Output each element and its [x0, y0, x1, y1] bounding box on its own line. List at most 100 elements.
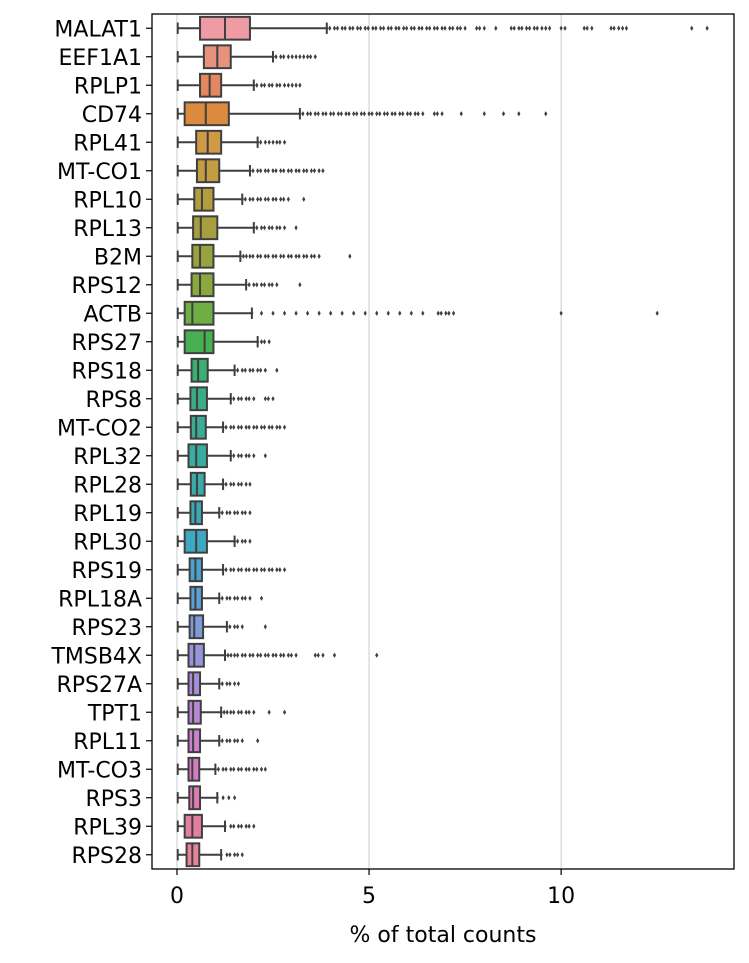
outlier-point [232, 738, 237, 744]
outlier-point [401, 111, 405, 117]
outlier-point [252, 567, 256, 573]
outlier-point [305, 310, 310, 316]
outlier-point [282, 424, 287, 430]
outlier-point [321, 652, 325, 658]
outlier-point [378, 111, 382, 117]
box-body [189, 386, 208, 412]
outlier-point [259, 253, 263, 259]
outlier-point [259, 595, 264, 601]
outlier-point [378, 25, 383, 31]
outlier-point [402, 25, 406, 31]
outlier-point [381, 25, 386, 31]
outlier-point [223, 823, 227, 829]
outlier-point [232, 823, 236, 829]
category-label: MT-CO3 [57, 758, 142, 783]
outlier-point [232, 481, 236, 487]
box-rpl19 [176, 500, 252, 526]
outlier-point [501, 111, 506, 117]
outlier-point [316, 652, 320, 658]
outlier-point [282, 225, 287, 231]
outlier-point [432, 25, 436, 31]
x-tick-label: 10 [547, 884, 575, 909]
outlier-point [248, 253, 252, 259]
outlier-point [232, 538, 237, 544]
outlier-point [509, 25, 513, 31]
outlier-point [348, 253, 352, 259]
outlier-point [217, 681, 221, 687]
outlier-point [247, 396, 251, 402]
outlier-point [316, 111, 320, 117]
outlier-point [235, 738, 240, 744]
outlier-point [340, 25, 344, 31]
outlier-point [351, 25, 355, 31]
outlier-point [259, 168, 263, 174]
box-rps12 [176, 272, 302, 298]
outlier-point [286, 196, 290, 202]
outlier-point [370, 111, 374, 117]
outlier-point [340, 310, 344, 316]
outlier-point [229, 766, 233, 772]
outlier-point [247, 709, 251, 715]
outlier-point [393, 111, 397, 117]
outlier-point [278, 567, 282, 573]
outlier-point [405, 25, 409, 31]
outlier-point [263, 624, 267, 630]
outlier-point [305, 54, 310, 60]
outlier-point [282, 253, 286, 259]
outlier-point [358, 25, 363, 31]
outlier-point [240, 852, 244, 858]
outlier-point [270, 82, 274, 88]
box-body [190, 272, 215, 298]
outlier-point [252, 225, 256, 231]
outlier-point [394, 25, 398, 31]
box-rpl11 [176, 728, 260, 754]
outlier-point [563, 25, 567, 31]
box-body [188, 614, 205, 640]
outlier-point [252, 424, 256, 430]
outlier-point [282, 310, 287, 316]
outlier-point [262, 82, 267, 88]
outlier-point [267, 225, 271, 231]
outlier-point [259, 367, 263, 373]
outlier-point [520, 25, 524, 31]
outlier-point [243, 538, 247, 544]
outlier-point [259, 310, 264, 316]
outlier-point [252, 453, 256, 459]
outlier-point [217, 595, 221, 601]
outlier-point [235, 367, 240, 373]
box-rps27 [176, 329, 271, 355]
box-body [195, 158, 221, 184]
outlier-point [527, 25, 532, 31]
outlier-point [298, 111, 302, 117]
outlier-point [221, 795, 225, 801]
category-label: RPS18 [71, 359, 142, 384]
outlier-point [262, 424, 267, 430]
outlier-point [225, 852, 229, 858]
outlier-point [590, 25, 594, 31]
outlier-point [222, 709, 226, 715]
outlier-point [236, 709, 241, 715]
outlier-point [308, 111, 313, 117]
outlier-point [548, 25, 552, 31]
outlier-point [274, 54, 278, 60]
outlier-point [705, 25, 709, 31]
outlier-point [355, 111, 359, 117]
category-label: RPS19 [71, 559, 142, 584]
box-body [190, 357, 209, 383]
outlier-point [289, 168, 293, 174]
outlier-point [236, 453, 241, 459]
outlier-point [225, 681, 229, 687]
outlier-point [408, 111, 413, 117]
outlier-point [385, 111, 390, 117]
outlier-point [225, 738, 229, 744]
outlier-point [228, 738, 232, 744]
outlier-point [274, 168, 278, 174]
outlier-point [271, 652, 275, 658]
outlier-point [463, 25, 467, 31]
outlier-point [374, 25, 378, 31]
outlier-point [286, 253, 290, 259]
outlier-point [259, 339, 264, 345]
outlier-point [336, 111, 340, 117]
outlier-point [439, 310, 443, 316]
outlier-point [259, 424, 264, 430]
